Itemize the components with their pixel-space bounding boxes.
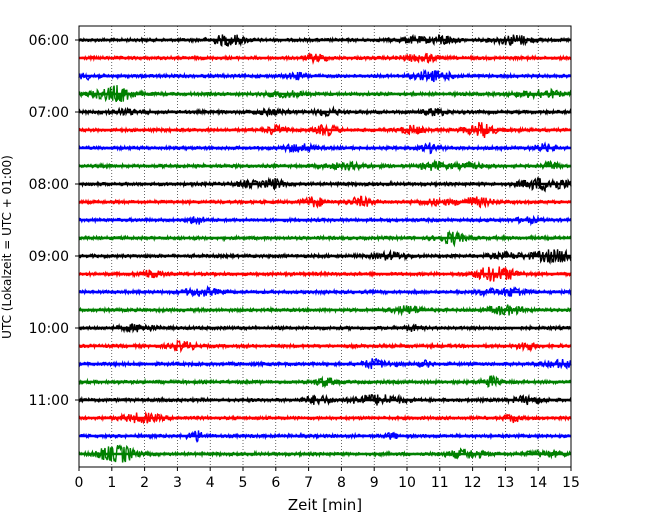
y-tick-label: 11:00	[29, 393, 69, 409]
x-axis-ticks: 0 1 2 3 4 5 6 7 8 9 10 11 12 13 14 15	[75, 467, 580, 491]
x-tick-label: 7	[304, 475, 313, 491]
y-tick-label: 07:00	[29, 105, 69, 121]
y-tick-label: 06:00	[29, 33, 69, 49]
y-tick-label: 09:00	[29, 249, 69, 265]
x-tick-label: 3	[173, 475, 182, 491]
x-tick-label: 8	[337, 475, 346, 491]
x-tick-label: 10	[398, 475, 416, 491]
x-tick-label: 11	[431, 475, 449, 491]
x-tick-label: 4	[206, 475, 215, 491]
trace-0745	[78, 158, 572, 172]
x-tick-label: 14	[529, 475, 547, 491]
y-tick-label: 10:00	[29, 321, 69, 337]
seismogram-traces	[78, 33, 572, 463]
x-tick-label: 13	[496, 475, 514, 491]
x-tick-label: 12	[464, 475, 482, 491]
x-axis-label: Zeit [min]	[288, 496, 362, 514]
x-tick-label: 0	[75, 475, 84, 491]
plot-frame	[78, 25, 572, 468]
x-tick-label: 6	[271, 475, 280, 491]
x-tick-label: 9	[370, 475, 379, 491]
x-tick-label: 1	[107, 475, 116, 491]
x-tick-label: 5	[239, 475, 248, 491]
y-axis-ticks: 06:00 07:00 08:00 09:00 10:00 11:00	[29, 33, 79, 409]
y-axis-label: UTC (Lokalzeit = UTC + 01:00)	[0, 155, 14, 339]
x-tick-label: 2	[140, 475, 149, 491]
x-tick-label: 15	[562, 475, 580, 491]
y-tick-label: 08:00	[29, 177, 69, 193]
